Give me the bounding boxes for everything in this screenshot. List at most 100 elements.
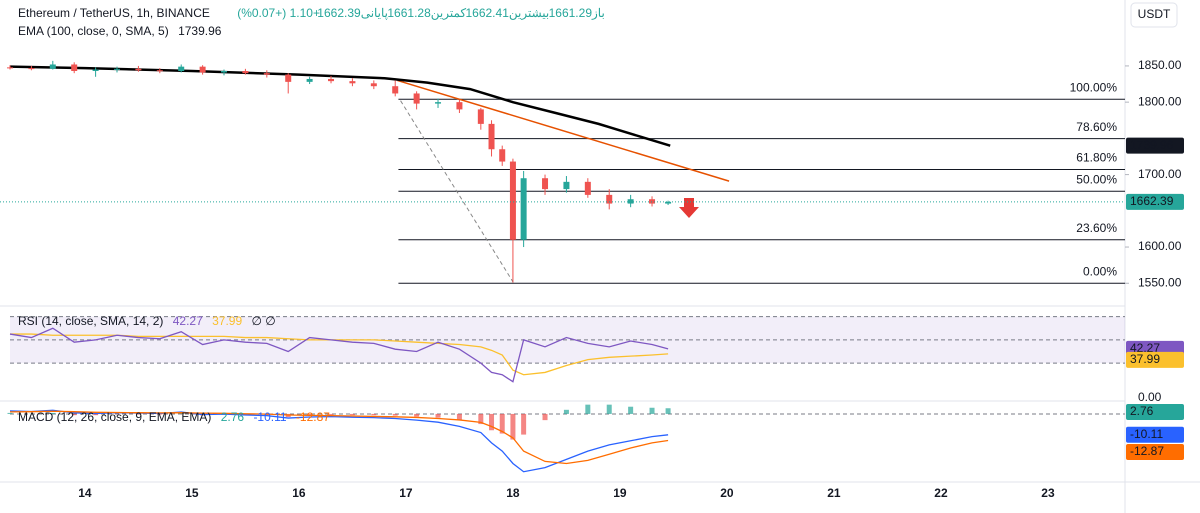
rsi-extra: ∅ ∅ bbox=[251, 314, 275, 328]
rsi-line bbox=[9, 327, 669, 383]
histogram-bar bbox=[371, 413, 377, 416]
candle-body bbox=[156, 70, 163, 72]
candle-body bbox=[435, 102, 442, 104]
x-tick-label: 15 bbox=[185, 486, 199, 500]
candle-body bbox=[542, 178, 549, 190]
change: +1.10 (+0.07%) bbox=[237, 6, 320, 20]
macd-value: -10.11 bbox=[253, 410, 286, 424]
fib-label: 23.60% bbox=[1076, 221, 1117, 235]
macd-hist-value: 2.76 bbox=[221, 410, 245, 424]
macd-price-label: 2.76 bbox=[1130, 404, 1154, 418]
candle-body bbox=[306, 78, 313, 82]
candle-body bbox=[606, 194, 613, 204]
candle-body bbox=[665, 201, 672, 204]
x-tick-label: 14 bbox=[78, 486, 92, 500]
y-tick-label: 1550.00 bbox=[1138, 275, 1182, 289]
histogram-bar bbox=[649, 407, 655, 414]
candle-body bbox=[28, 68, 35, 70]
histogram-bar bbox=[628, 406, 634, 414]
rsi-price-label: 42.27 bbox=[1130, 341, 1160, 355]
down-arrow bbox=[679, 198, 699, 218]
ema-price-label-box bbox=[1126, 137, 1184, 154]
y-tick-label: 1850.00 bbox=[1138, 58, 1182, 72]
candle-body bbox=[135, 68, 142, 71]
rsi-signal-value: 37.99 bbox=[212, 314, 242, 328]
ohlc-value: 1661.28 bbox=[387, 6, 431, 20]
macd-price-label: -12.87 bbox=[1130, 444, 1164, 458]
ema-price-label: 1739.96 bbox=[1130, 138, 1174, 152]
candle-body bbox=[477, 109, 484, 124]
macd-price-label-box bbox=[1126, 444, 1184, 460]
candle-body bbox=[563, 181, 570, 190]
currency[interactable]: USDT bbox=[1138, 7, 1171, 21]
macd-title: MACD (12, 26, close, 9, EMA, EMA) bbox=[18, 410, 211, 424]
candle-body bbox=[349, 81, 356, 84]
histogram-bar bbox=[585, 404, 591, 414]
x-tick-label: 18 bbox=[506, 486, 520, 500]
candle-body bbox=[242, 70, 249, 74]
rsi-legend: RSI (14, close, SMA, 14, 2) 42.27 37.99 … bbox=[18, 314, 276, 328]
ohlc-value: 1662.39 bbox=[317, 6, 361, 20]
histogram-bar bbox=[414, 413, 420, 417]
candle-body bbox=[71, 64, 78, 71]
candle-body bbox=[509, 161, 516, 240]
candle-body bbox=[499, 149, 506, 162]
candle-body bbox=[49, 64, 56, 69]
candle-body bbox=[520, 178, 527, 240]
candle-body bbox=[413, 93, 420, 104]
candle-body bbox=[263, 73, 270, 75]
candle-body bbox=[328, 78, 335, 82]
macd-signal-value: -12.87 bbox=[296, 410, 330, 424]
ema-line bbox=[9, 65, 671, 147]
macd-legend: MACD (12, 26, close, 9, EMA, EMA) 2.76 -… bbox=[18, 410, 330, 424]
x-tick-label: 20 bbox=[720, 486, 734, 500]
candle-body bbox=[114, 68, 121, 70]
histogram-bar bbox=[178, 413, 184, 414]
candle-body bbox=[92, 69, 99, 71]
macd-line bbox=[9, 410, 669, 465]
candle-body bbox=[456, 102, 463, 110]
histogram-bar bbox=[510, 413, 516, 440]
candle-body bbox=[370, 83, 377, 87]
histogram-bar bbox=[328, 413, 334, 415]
swing-line bbox=[400, 100, 514, 283]
histogram-bar bbox=[563, 409, 569, 414]
ema-value: 1739.96 bbox=[178, 24, 222, 38]
histogram-bar bbox=[606, 404, 612, 414]
fib-label: 100.00% bbox=[1070, 80, 1118, 94]
x-tick-label: 22 bbox=[934, 486, 948, 500]
fib-label: 78.60% bbox=[1076, 120, 1117, 134]
candle-body bbox=[178, 66, 185, 71]
ohlc-value: 1662.41 bbox=[465, 6, 509, 20]
currency-button[interactable] bbox=[1130, 2, 1178, 28]
histogram-bar bbox=[71, 413, 77, 416]
ema-label: EMA (100, close, 0, SMA, 5) bbox=[18, 24, 169, 38]
y-tick-label: 1700.00 bbox=[1138, 167, 1182, 181]
histogram-bar bbox=[499, 413, 505, 434]
candle-body bbox=[392, 86, 399, 94]
macd-price-label-box bbox=[1126, 404, 1184, 420]
rsi-price-label-box bbox=[1126, 351, 1184, 368]
histogram-bar bbox=[521, 413, 527, 435]
candle-body bbox=[285, 74, 292, 82]
ema-legend: EMA (100, close, 0, SMA, 5) 1739.96 bbox=[18, 24, 222, 38]
ohlc-label: بیشترین bbox=[509, 6, 549, 20]
histogram-bar bbox=[93, 413, 99, 416]
candle-body bbox=[199, 66, 206, 73]
histogram-bar bbox=[392, 413, 398, 416]
candle-body bbox=[221, 70, 228, 73]
x-tick-label: 19 bbox=[613, 486, 627, 500]
header: Ethereum / TetherUS, 1h, BINANCE باز 1661… bbox=[18, 6, 605, 20]
histogram-bar bbox=[157, 413, 163, 415]
histogram-bar bbox=[50, 412, 56, 414]
fib-label: 61.80% bbox=[1076, 151, 1117, 165]
symbol: Ethereum / TetherUS, 1h, BINANCE bbox=[18, 6, 210, 20]
histogram-bar bbox=[435, 413, 441, 418]
candle-body bbox=[488, 123, 495, 150]
plot: 14 15 16 17 18 19 20 21 22 23 1550.00 1600.00 1700.0… bbox=[0, 58, 1184, 500]
x-tick-label: 23 bbox=[1041, 486, 1055, 500]
histogram-bar bbox=[665, 408, 671, 414]
ohlc-label: باز bbox=[591, 6, 605, 20]
